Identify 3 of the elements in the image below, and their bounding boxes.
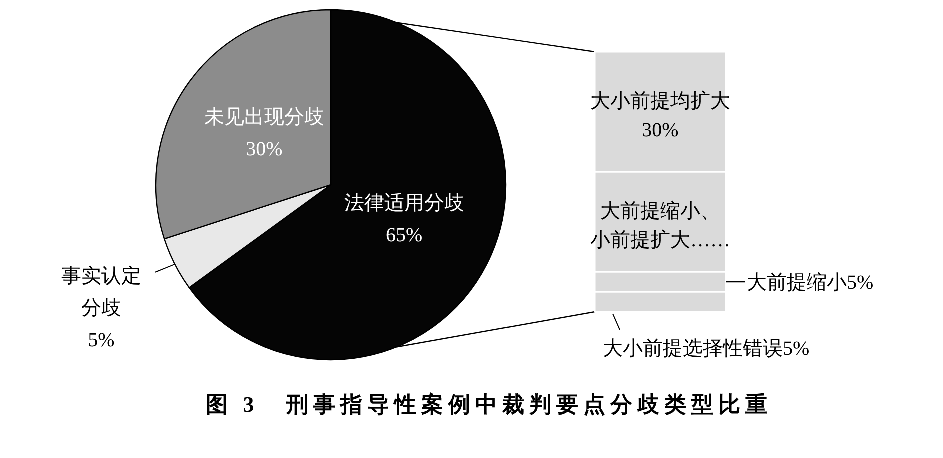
slice-label: 事实认定分歧: [61, 265, 142, 320]
title: 图 3 刑事指导性案例中裁判要点分歧类型比重: [206, 392, 772, 417]
data-label: 5%: [88, 329, 115, 352]
